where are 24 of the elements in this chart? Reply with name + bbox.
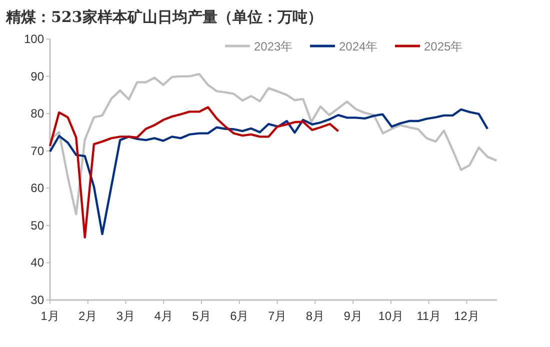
y-tick-label: 40 (30, 256, 44, 270)
x-tick-label: 3月 (116, 309, 136, 323)
y-tick-label: 90 (30, 69, 44, 84)
x-tick-label: 11月 (416, 309, 442, 323)
y-tick-label: 50 (30, 218, 44, 232)
x-tick-label: 5月 (192, 309, 211, 323)
x-tick-label: 7月 (268, 309, 287, 323)
y-tick-label: 60 (30, 181, 44, 196)
x-tick-label: 4月 (154, 309, 173, 323)
y-tick-label: 100 (24, 32, 44, 46)
x-tick-label: 10月 (378, 309, 404, 323)
x-tick-label: 6月 (230, 309, 249, 323)
x-tick-label: 2月 (78, 309, 98, 323)
legend-label: 2025年 (424, 40, 463, 54)
x-tick-label: 9月 (344, 309, 362, 323)
legend-label: 2023年 (254, 40, 293, 54)
x-tick-label: 12月 (454, 309, 480, 323)
y-tick-label: 80 (30, 106, 44, 121)
y-tick-label: 70 (30, 144, 44, 158)
x-tick-label: 1月 (40, 309, 60, 323)
x-tick-label: 8月 (306, 309, 325, 323)
chart-title: 精煤：523家样本矿山日均产量（单位：万吨） (5, 8, 322, 26)
y-tick-label: 30 (30, 293, 44, 307)
legend-label: 2024年 (339, 40, 378, 54)
